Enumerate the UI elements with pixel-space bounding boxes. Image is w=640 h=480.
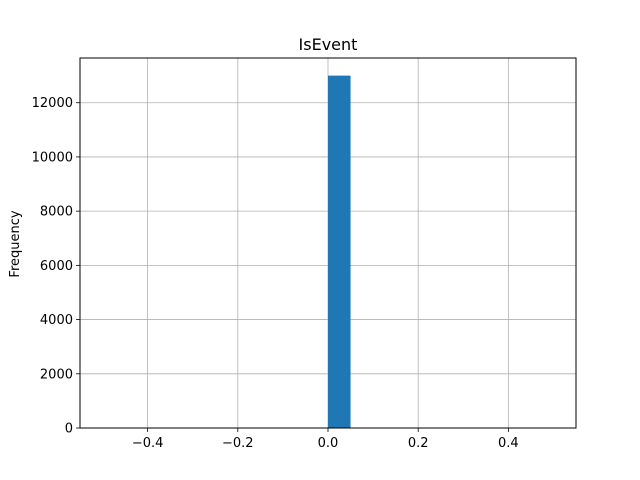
y-axis-label: Frequency: [8, 210, 23, 277]
x-tick-label-1: −0.2: [222, 436, 254, 451]
chart-title: IsEvent: [299, 35, 358, 54]
y-tick-label-4: 8000: [40, 205, 73, 220]
y-tick-label-3: 6000: [40, 259, 73, 274]
x-tick-label-4: 0.4: [498, 436, 519, 451]
y-tick-label-2: 4000: [40, 313, 73, 328]
y-tick-label-0: 0: [65, 422, 73, 437]
x-tick-label-3: 0.2: [408, 436, 429, 451]
bars: [328, 75, 351, 428]
y-tick-label-5: 10000: [32, 150, 73, 165]
x-tick-label-0: −0.4: [132, 436, 164, 451]
ticks: −0.4 −0.2 0.0 0.2 0.4 0 2000 4000 6000 8000 10000 1…: [32, 96, 519, 451]
y-tick-label-1: 2000: [40, 367, 73, 382]
y-tick-label-6: 12000: [32, 96, 73, 111]
histogram-bar-0: [328, 75, 351, 428]
x-tick-label-2: 0.0: [318, 436, 339, 451]
plot-frame: [79, 57, 577, 429]
